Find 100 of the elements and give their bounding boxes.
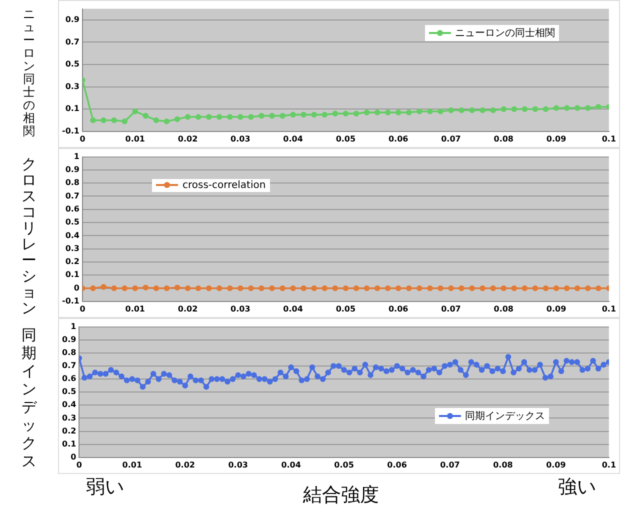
point [595, 104, 602, 110]
y-tick-label: 0 [70, 452, 77, 462]
x-tick-label: 0.05 [336, 304, 356, 314]
x-tick-label: 0.09 [546, 460, 566, 470]
point [216, 114, 222, 120]
point [206, 114, 212, 120]
x-tick-label: 0.03 [230, 304, 250, 314]
y-tick-label: 0.5 [65, 218, 80, 227]
y-tick-label: 0.9 [62, 334, 77, 344]
point [238, 114, 244, 120]
x-tick-label: 0.08 [493, 460, 514, 470]
y-tick-label: 0.1 [65, 270, 80, 280]
point [258, 112, 264, 119]
point [574, 105, 580, 111]
point [184, 114, 191, 120]
y-tick-label: 0.3 [62, 413, 76, 422]
y-tick-label: 0.4 [62, 400, 77, 410]
point [532, 106, 538, 112]
y-tick-label: 0.7 [65, 191, 80, 200]
y-tick-label: 0.9 [65, 15, 80, 24]
x-axis-title: 結合強度 [303, 483, 379, 508]
legend-label: cross-correlation [182, 180, 266, 191]
point [174, 116, 180, 122]
point [416, 108, 422, 114]
x-tick-label: 0.08 [494, 304, 514, 314]
x-tick-label: 0.02 [178, 134, 198, 144]
y-tick-label: 0.2 [65, 257, 80, 266]
y-tick-label: 0.5 [65, 60, 80, 69]
y-tick-label: 0.7 [65, 37, 80, 46]
y-tick-label: 0.9 [65, 165, 80, 174]
x-tick-label: 0.07 [441, 304, 461, 314]
point [311, 112, 318, 118]
legend-label: ニューロンの同士相関 [454, 26, 555, 40]
y-tick-label: 1 [70, 322, 77, 331]
point [427, 108, 433, 114]
point [469, 107, 475, 114]
y-tick-label: 0.2 [62, 426, 76, 436]
x-tick-label: 0.04 [283, 304, 304, 314]
y-tick-label: 0.3 [65, 82, 80, 91]
x-tick-label: 0.08 [494, 134, 514, 144]
point [100, 117, 106, 124]
point [406, 110, 412, 116]
point [564, 105, 570, 111]
point [584, 105, 591, 111]
point [248, 114, 254, 120]
point [480, 107, 486, 114]
y-tick-label: 0.1 [65, 104, 80, 114]
x-tick-label: 0.07 [441, 134, 461, 144]
x-tick-label: 0.1 [602, 460, 616, 470]
y-axis-title: 同期インデックス [22, 326, 36, 470]
text: クロスコリレーション [22, 155, 36, 317]
point [164, 118, 170, 124]
point [332, 110, 338, 116]
x-tick-label: 0 [80, 134, 86, 144]
point [448, 107, 454, 114]
x-tick-label: 0.02 [175, 460, 195, 470]
point [142, 112, 149, 119]
y-tick-label: 0.1 [62, 439, 77, 448]
y-tick-label: -0.1 [62, 126, 80, 136]
point [269, 112, 275, 119]
x-tick-label: 0.01 [125, 134, 146, 144]
x-tick-label: 0.09 [546, 304, 567, 314]
x-tick-label: 0.1 [602, 134, 616, 144]
point [280, 112, 286, 119]
text: 弱い [86, 475, 124, 500]
point [458, 107, 464, 114]
point [500, 106, 507, 112]
legend-label: 同期インデックス [464, 410, 545, 423]
y-tick-label: 0.8 [65, 178, 80, 188]
point [384, 110, 391, 116]
x-tick-label: 0.09 [546, 134, 567, 144]
y-tick-label: 0.6 [62, 374, 77, 384]
point [195, 114, 202, 120]
point [300, 112, 306, 118]
y-tick-label: 0.5 [62, 387, 77, 396]
x-tick-label: 0.04 [281, 460, 302, 470]
y-tick-label: 0.7 [62, 361, 76, 370]
x-tick-label: 0.03 [228, 460, 248, 470]
x-tick-label: 0.02 [178, 304, 198, 314]
y-tick-label: 0 [74, 283, 80, 292]
y-tick-label: 1 [74, 152, 80, 161]
point [553, 105, 560, 111]
point [111, 117, 117, 124]
x-tick-label: 0.06 [388, 134, 409, 144]
x-tick-label: 0.05 [334, 460, 354, 470]
x-tick-label: 0.07 [440, 460, 460, 470]
x-tick-label: 0.01 [125, 304, 146, 314]
y-tick-label: 0.4 [65, 230, 80, 240]
y-tick-label: 0.6 [65, 204, 80, 214]
point [490, 107, 496, 114]
point [353, 110, 360, 116]
point [132, 108, 138, 114]
x-tick-label: 0.1 [602, 304, 616, 314]
x-tick-label: 0 [80, 304, 86, 314]
y-tick-label: 0.8 [62, 348, 77, 357]
point [395, 110, 402, 116]
y-tick-label: 0.3 [65, 244, 80, 253]
point [122, 118, 128, 124]
point [364, 110, 370, 116]
point [342, 110, 349, 116]
